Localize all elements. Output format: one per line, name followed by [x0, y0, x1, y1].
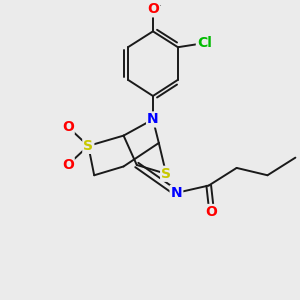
Text: O: O: [62, 158, 74, 172]
Text: Cl: Cl: [197, 36, 212, 50]
Text: O: O: [62, 120, 74, 134]
Text: S: S: [83, 139, 93, 153]
Text: S: S: [161, 167, 171, 181]
Text: N: N: [147, 112, 159, 127]
Text: N: N: [171, 186, 182, 200]
Text: O: O: [147, 2, 159, 16]
Text: O: O: [206, 205, 218, 219]
